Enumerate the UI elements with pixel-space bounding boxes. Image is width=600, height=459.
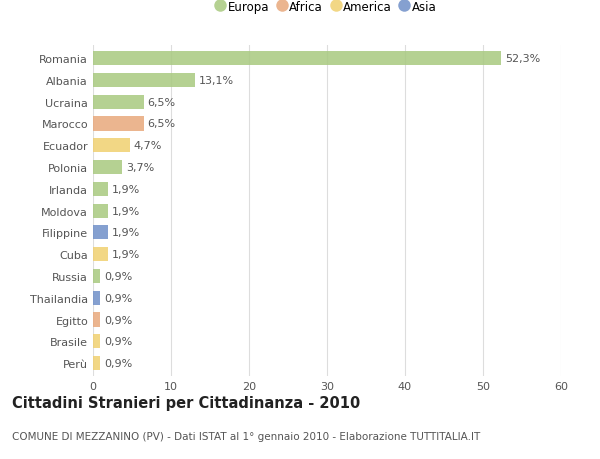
Bar	[93, 356, 100, 370]
Bar	[93, 117, 144, 131]
Bar	[93, 269, 100, 284]
Text: 1,9%: 1,9%	[112, 185, 140, 195]
Text: 3,7%: 3,7%	[126, 162, 154, 173]
Bar	[93, 291, 100, 305]
Text: 0,9%: 0,9%	[104, 336, 132, 347]
Text: 13,1%: 13,1%	[199, 76, 234, 86]
Text: 0,9%: 0,9%	[104, 293, 132, 303]
Text: 4,7%: 4,7%	[134, 141, 162, 151]
Text: 1,9%: 1,9%	[112, 206, 140, 216]
Text: 52,3%: 52,3%	[505, 54, 540, 64]
Bar	[93, 335, 100, 349]
Bar	[93, 247, 108, 262]
Text: Cittadini Stranieri per Cittadinanza - 2010: Cittadini Stranieri per Cittadinanza - 2…	[12, 395, 360, 410]
Bar	[93, 204, 108, 218]
Bar	[93, 313, 100, 327]
Bar	[93, 52, 501, 66]
Text: 6,5%: 6,5%	[148, 119, 176, 129]
Bar	[93, 226, 108, 240]
Legend: Europa, Africa, America, Asia: Europa, Africa, America, Asia	[217, 0, 437, 13]
Text: 1,9%: 1,9%	[112, 250, 140, 260]
Bar	[93, 73, 195, 88]
Bar	[93, 161, 122, 175]
Text: 0,9%: 0,9%	[104, 358, 132, 368]
Text: 6,5%: 6,5%	[148, 97, 176, 107]
Text: 0,9%: 0,9%	[104, 271, 132, 281]
Bar	[93, 182, 108, 196]
Bar	[93, 139, 130, 153]
Text: 0,9%: 0,9%	[104, 315, 132, 325]
Bar	[93, 95, 144, 110]
Text: COMUNE DI MEZZANINO (PV) - Dati ISTAT al 1° gennaio 2010 - Elaborazione TUTTITAL: COMUNE DI MEZZANINO (PV) - Dati ISTAT al…	[12, 431, 480, 442]
Text: 1,9%: 1,9%	[112, 228, 140, 238]
